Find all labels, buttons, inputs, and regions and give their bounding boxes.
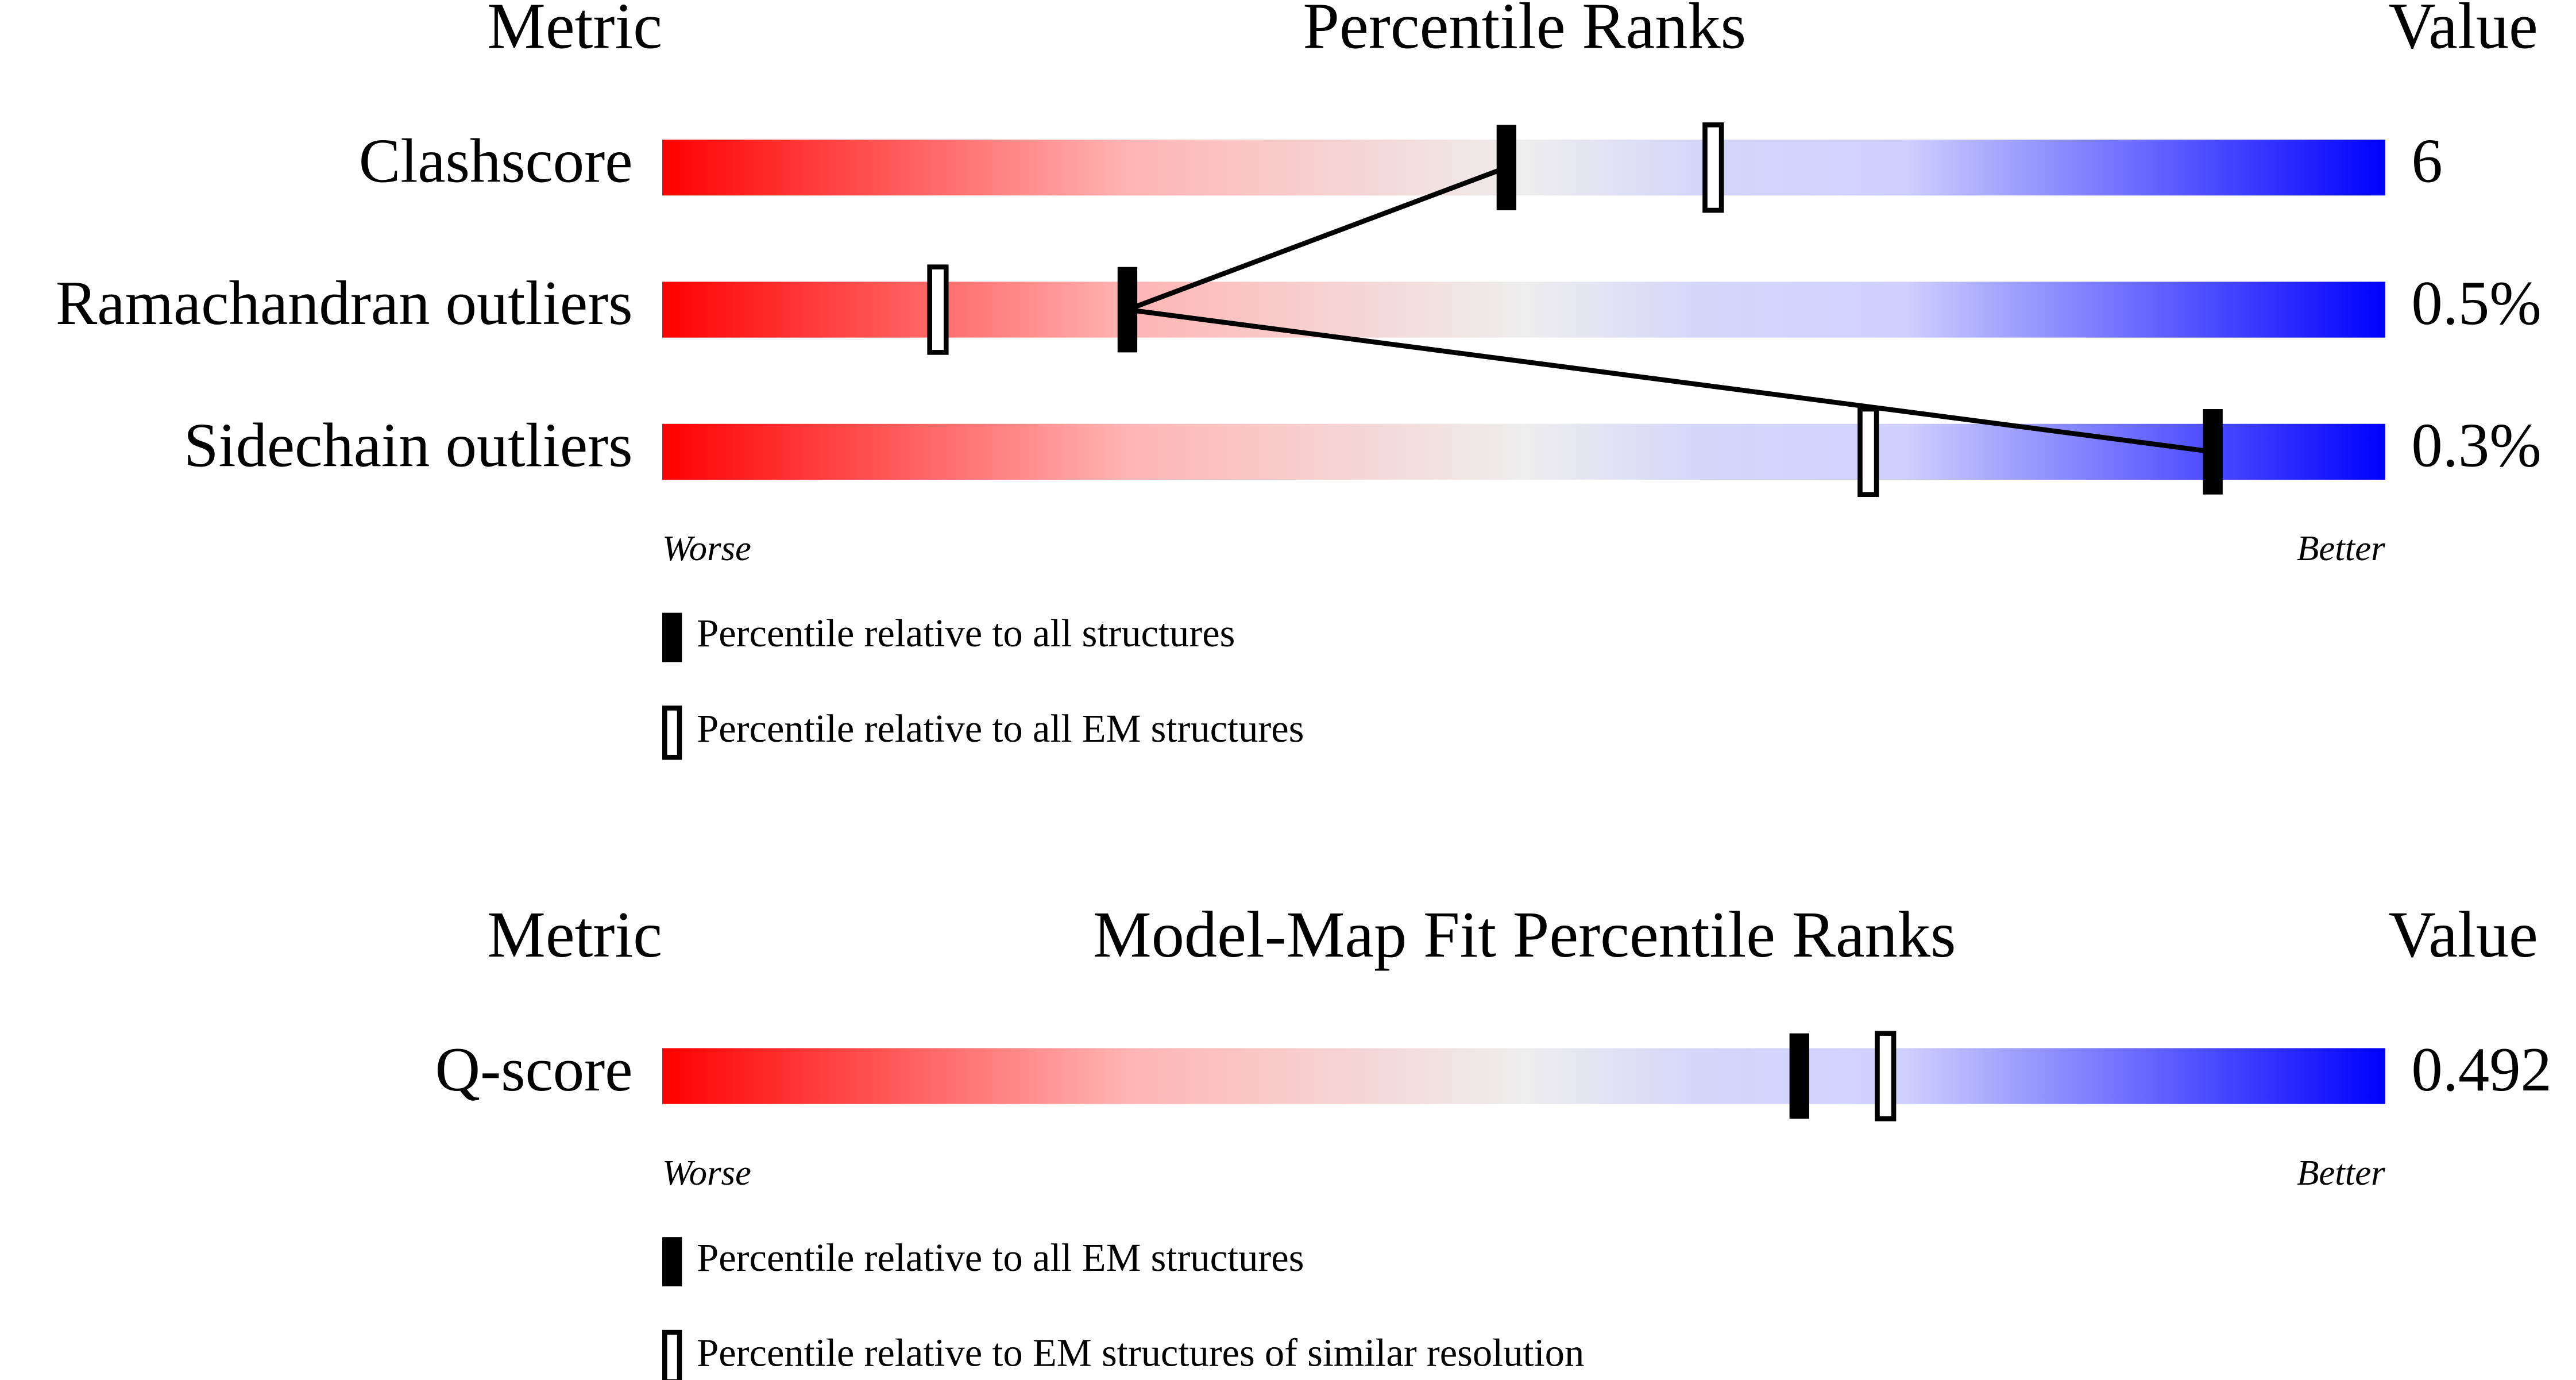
value-header: Value — [2388, 898, 2538, 971]
metric-value: 0.5% — [2411, 268, 2541, 338]
chart-title: Percentile Ranks — [1303, 0, 1746, 62]
better-label: Better — [2297, 1152, 2385, 1193]
legend-marker — [662, 706, 682, 760]
value-header: Value — [2388, 0, 2538, 62]
legend-marker — [662, 1329, 682, 1380]
marker-hollow — [1857, 406, 1879, 498]
percentile-bar — [662, 423, 2385, 480]
legend-label: Percentile relative to all EM structures — [697, 707, 1304, 750]
legend-label: Percentile relative to all EM structures — [697, 1236, 1304, 1279]
marker-hollow — [1702, 122, 1724, 213]
percentile-bar — [662, 140, 2385, 196]
legend-label: Percentile relative to all structures — [697, 611, 1235, 655]
marker-filled — [1496, 125, 1517, 211]
metric-label: Q-score — [435, 1035, 633, 1104]
marker-filled — [1789, 1033, 1809, 1119]
chart-title: Model-Map Fit Percentile Ranks — [1093, 898, 1956, 971]
metric-value: 0.3% — [2411, 410, 2541, 480]
metric-label: Sidechain outliers — [184, 410, 633, 480]
metric-label: Clashscore — [359, 126, 633, 196]
marker-filled — [2203, 409, 2223, 495]
metric-value: 0.492 — [2411, 1035, 2551, 1104]
legend-label: Percentile relative to EM structures of … — [697, 1331, 1584, 1375]
percentile-bar — [662, 1048, 2385, 1104]
legend-marker — [662, 612, 682, 662]
worse-label: Worse — [662, 528, 751, 568]
marker-hollow — [927, 264, 949, 355]
metric-value: 6 — [2411, 126, 2442, 196]
metric-header: Metric — [487, 0, 662, 62]
marker-hollow — [1875, 1031, 1897, 1121]
percentile-bar — [662, 282, 2385, 338]
metric-header: Metric — [487, 898, 662, 971]
marker-filled — [1117, 267, 1138, 353]
metric-label: Ramachandran outliers — [56, 268, 633, 338]
better-label: Better — [2297, 528, 2385, 568]
worse-label: Worse — [662, 1152, 751, 1193]
legend-marker — [662, 1237, 682, 1287]
